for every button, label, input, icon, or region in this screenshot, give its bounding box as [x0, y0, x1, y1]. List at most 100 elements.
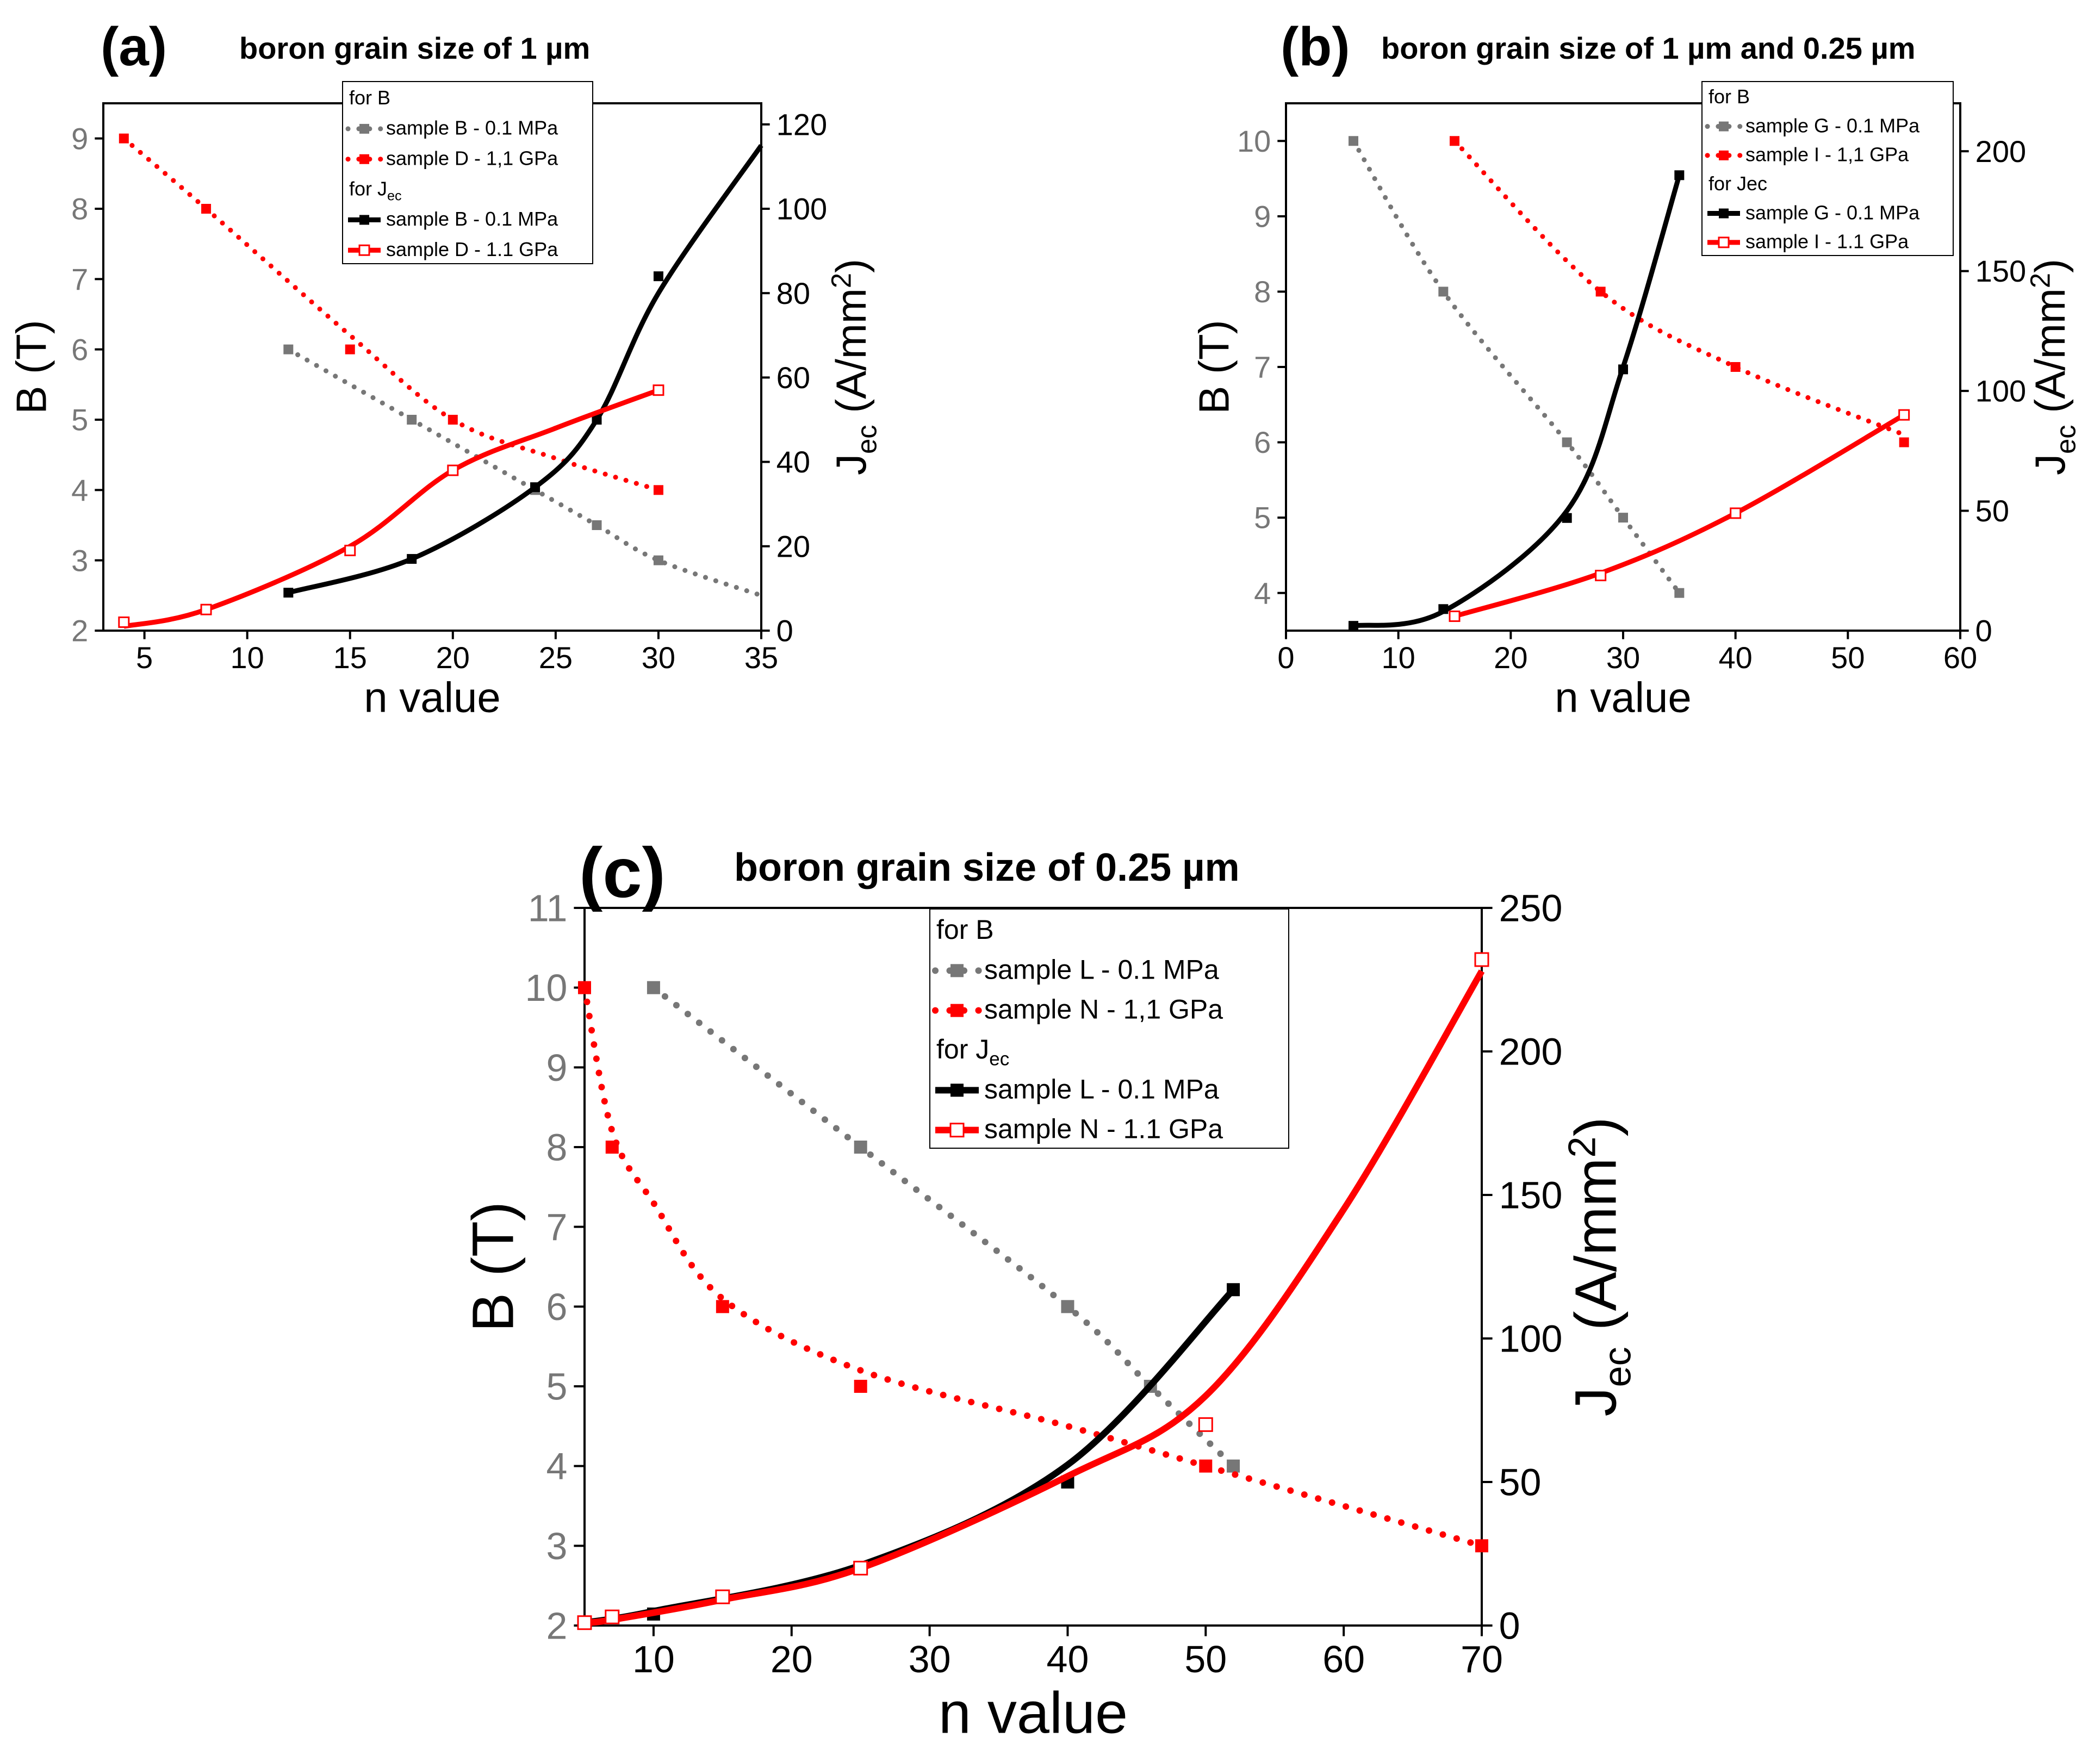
y-left-tick-label: 4	[1254, 576, 1271, 610]
panel-a: (a) boron grain size of 1 µm5 10 15 20 25 30 35…	[8, 16, 883, 721]
y-right-axis-label: Jec (A/mm2)	[2025, 259, 2082, 475]
data-point	[653, 384, 664, 396]
data-point	[647, 981, 660, 994]
y-left-tick-label: 10	[525, 967, 568, 1009]
data-point	[1349, 621, 1358, 631]
y-left-tick-label: 4	[546, 1445, 567, 1487]
data-point	[447, 464, 459, 476]
data-point	[1227, 1283, 1240, 1297]
legend-box	[342, 81, 593, 264]
y-right-label-unit: (A/mm	[2026, 288, 2074, 425]
panel-label: (c)	[579, 833, 666, 912]
y-right-label-unit: (A/mm	[827, 288, 875, 425]
x-tick-label: 30	[909, 1638, 951, 1680]
legend-entry-b2-label: sample D - 1,1 GPa	[386, 147, 558, 170]
legend-entry-b1-label: sample G - 0.1 MPa	[1745, 114, 1920, 136]
y-left-tick-label: 3	[546, 1525, 567, 1567]
y-left-tick-label: 9	[546, 1047, 567, 1089]
data-point	[854, 1141, 867, 1154]
y-left-tick-label: 8	[71, 192, 88, 226]
x-tick-label: 5	[136, 640, 153, 675]
y-right-label-sub: ec	[1595, 1347, 1638, 1387]
x-tick-label: 60	[1943, 640, 1977, 675]
y-right-label-unit: (A/mm	[1562, 1157, 1628, 1347]
x-tick-label: 50	[1831, 640, 1865, 675]
x-tick-label: 40	[1719, 640, 1753, 675]
y-left-tick-label: 4	[71, 473, 88, 507]
data-point	[577, 1615, 592, 1630]
data-point	[448, 415, 458, 425]
y-right-axis-label: Jec (A/mm2)	[1561, 1117, 1639, 1416]
legend-entry-b1-label: sample L - 0.1 MPa	[984, 954, 1219, 985]
x-tick-label: 25	[539, 640, 573, 675]
legend-group-j-main: for J	[936, 1034, 989, 1064]
x-tick-label: 60	[1322, 1638, 1365, 1680]
x-tick-label: 20	[1494, 640, 1527, 675]
data-point	[1438, 287, 1449, 297]
data-point	[653, 555, 663, 565]
y-left-tick-label: 6	[71, 332, 88, 366]
x-tick-label: 70	[1461, 1638, 1503, 1680]
y-right-tick-label: 50	[1975, 494, 2009, 528]
data-point	[854, 1380, 867, 1393]
data-point	[283, 344, 294, 354]
legend-group-j-main: for Jec	[1708, 172, 1767, 195]
y-left-tick-label: 9	[71, 121, 88, 155]
y-right-tick-label: 250	[1499, 887, 1563, 930]
x-tick-label: 50	[1184, 1638, 1227, 1680]
chart-title: boron grain size of 0.25 µm	[734, 846, 1240, 889]
y-left-tick-label: 7	[1254, 350, 1271, 384]
data-point	[653, 485, 663, 495]
y-right-tick-label: 0	[1499, 1605, 1520, 1647]
x-tick-label: 0	[1277, 640, 1294, 675]
data-point	[1595, 287, 1606, 297]
y-right-tick-label: 100	[776, 192, 827, 226]
y-right-tick-label: 200	[1975, 134, 2026, 169]
y-left-tick-label: 7	[71, 262, 88, 296]
y-right-tick-label: 20	[776, 529, 810, 563]
data-point	[592, 520, 602, 530]
x-tick-label: 10	[231, 640, 264, 675]
legend-entry-b2-label: sample I - 1,1 GPa	[1745, 144, 1909, 166]
series-line-0	[285, 347, 764, 598]
series-line-0	[650, 984, 1237, 1469]
data-point	[118, 616, 130, 628]
data-point	[1227, 1459, 1240, 1473]
data-point	[200, 603, 212, 615]
series-line-3	[584, 969, 1485, 1626]
y-left-axis-label: B (T)	[459, 1201, 525, 1332]
legend-group-j: for Jec	[1708, 172, 1767, 195]
y-left-tick-label: 9	[1254, 199, 1271, 233]
x-tick-label: 15	[333, 640, 367, 675]
y-left-tick-label: 8	[546, 1126, 567, 1169]
x-tick-label: 40	[1047, 1638, 1089, 1680]
legend-entry-j2-marker	[949, 1123, 965, 1138]
data-point	[1449, 611, 1461, 622]
data-point	[1475, 1539, 1488, 1553]
x-tick-label: 20	[436, 640, 470, 675]
legend-group-j: for Jec	[936, 1034, 1009, 1070]
legend-entry-b2-label: sample N - 1,1 GPa	[984, 994, 1223, 1025]
data-point	[1450, 136, 1459, 146]
data-point	[1730, 507, 1742, 519]
legend-group-b: for B	[349, 86, 390, 109]
data-point	[715, 1589, 730, 1604]
data-point	[201, 204, 212, 214]
y-left-tick-label: 2	[546, 1605, 567, 1647]
y-right-tick-label: 60	[776, 360, 810, 395]
y-left-tick-label: 6	[1254, 425, 1271, 459]
legend-entry-j1-marker	[359, 215, 369, 225]
y-left-tick-label: 3	[71, 543, 88, 577]
data-point	[605, 1609, 620, 1624]
x-tick-label: 10	[632, 1638, 675, 1680]
y-right-label-close: )	[2026, 259, 2074, 273]
panel-b: (b) boron grain size of 1 µm and 0.25 µm 0…	[1190, 16, 2082, 721]
data-point	[1349, 136, 1358, 146]
data-point	[530, 482, 540, 493]
panel-label: (a)	[101, 16, 167, 77]
series-line-2	[288, 144, 763, 595]
x-axis-label: n value	[364, 674, 501, 721]
legend-box	[929, 908, 1289, 1149]
y-left-tick-label: 11	[528, 887, 568, 930]
y-right-tick-label: 0	[776, 614, 793, 648]
